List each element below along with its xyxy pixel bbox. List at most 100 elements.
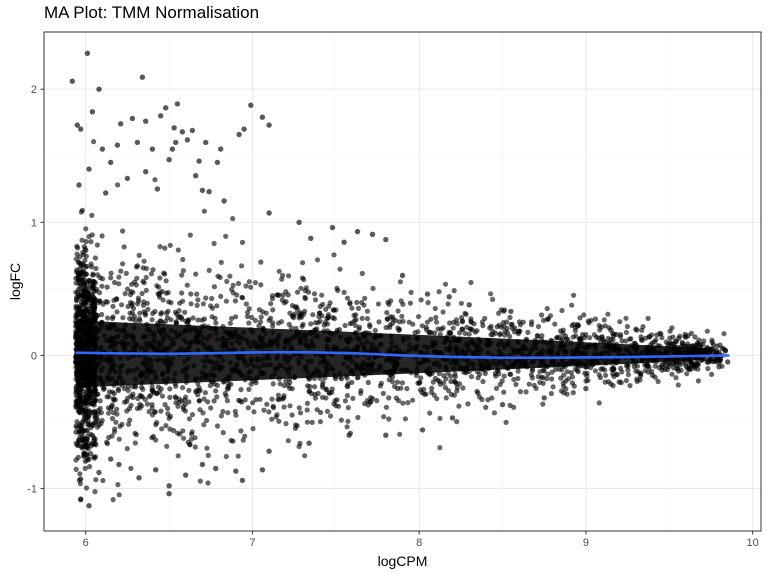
data-point bbox=[136, 298, 142, 304]
data-point bbox=[139, 394, 145, 400]
data-point bbox=[517, 328, 523, 334]
data-point bbox=[623, 315, 629, 321]
data-point bbox=[596, 400, 602, 406]
data-point bbox=[103, 190, 109, 196]
data-point bbox=[179, 129, 186, 135]
data-point bbox=[214, 159, 221, 166]
axes: 6 7 8 9 10 -1 0 1 2 bbox=[27, 84, 759, 549]
data-point bbox=[197, 478, 203, 484]
data-point bbox=[540, 367, 547, 373]
data-point bbox=[80, 398, 86, 404]
data-point bbox=[78, 496, 84, 502]
data-point bbox=[85, 421, 91, 428]
data-point bbox=[502, 332, 508, 338]
data-point bbox=[148, 392, 154, 398]
data-point bbox=[270, 381, 276, 387]
data-point bbox=[228, 437, 234, 444]
data-point bbox=[402, 416, 408, 422]
data-point bbox=[133, 318, 139, 324]
data-point bbox=[344, 424, 350, 430]
data-point bbox=[197, 407, 203, 413]
data-point bbox=[82, 246, 88, 252]
data-point bbox=[419, 323, 425, 329]
x-tick-label: 9 bbox=[583, 537, 589, 549]
data-point bbox=[270, 405, 277, 411]
data-point bbox=[136, 252, 142, 258]
data-point bbox=[364, 308, 370, 314]
data-point bbox=[418, 375, 424, 381]
data-point bbox=[330, 315, 336, 321]
data-point bbox=[617, 319, 623, 325]
data-point bbox=[175, 314, 181, 321]
data-point bbox=[304, 419, 310, 425]
data-point bbox=[544, 306, 550, 312]
data-point bbox=[127, 316, 133, 322]
data-point bbox=[549, 376, 555, 382]
data-point bbox=[153, 437, 159, 443]
data-point bbox=[609, 366, 615, 372]
data-point bbox=[186, 416, 192, 422]
data-point bbox=[74, 304, 80, 310]
data-point bbox=[201, 316, 208, 322]
data-point bbox=[82, 257, 88, 263]
data-point bbox=[398, 298, 404, 304]
data-point bbox=[134, 405, 140, 412]
data-point bbox=[222, 390, 228, 397]
data-point bbox=[109, 402, 115, 408]
data-point bbox=[324, 321, 331, 327]
data-point bbox=[179, 290, 185, 296]
y-tick-label: -1 bbox=[27, 483, 37, 495]
data-point bbox=[369, 231, 376, 237]
data-point bbox=[535, 374, 541, 380]
data-point bbox=[423, 324, 429, 330]
data-point bbox=[172, 394, 178, 400]
data-point bbox=[188, 301, 194, 307]
data-point bbox=[585, 377, 591, 383]
data-point bbox=[314, 326, 320, 332]
data-point bbox=[592, 316, 599, 322]
data-point bbox=[345, 418, 351, 424]
data-point bbox=[417, 387, 424, 393]
data-point bbox=[534, 333, 541, 339]
data-point bbox=[118, 121, 124, 127]
data-point bbox=[196, 398, 202, 404]
data-point bbox=[425, 300, 431, 306]
data-point bbox=[218, 259, 224, 265]
data-point bbox=[447, 320, 453, 326]
data-point bbox=[83, 253, 89, 259]
data-point bbox=[154, 186, 161, 192]
data-point bbox=[695, 378, 702, 384]
data-point bbox=[283, 378, 289, 384]
data-point bbox=[456, 403, 462, 409]
data-point bbox=[101, 385, 107, 391]
data-point bbox=[116, 436, 122, 442]
data-point bbox=[82, 465, 88, 471]
data-point bbox=[633, 326, 639, 332]
data-point bbox=[112, 397, 118, 403]
data-point bbox=[330, 307, 336, 313]
data-point bbox=[148, 271, 154, 277]
data-point bbox=[598, 366, 604, 372]
data-point bbox=[96, 290, 103, 296]
data-point bbox=[302, 296, 308, 302]
data-point bbox=[84, 428, 90, 434]
data-point bbox=[79, 426, 85, 432]
data-point bbox=[128, 465, 134, 471]
data-point bbox=[226, 385, 232, 391]
data-point bbox=[83, 226, 89, 232]
data-point bbox=[96, 300, 102, 306]
data-point bbox=[227, 273, 233, 279]
data-point bbox=[143, 265, 149, 272]
data-point bbox=[110, 303, 116, 309]
data-point bbox=[709, 371, 715, 377]
data-point bbox=[511, 329, 518, 335]
data-point bbox=[139, 403, 145, 409]
data-point bbox=[89, 109, 96, 115]
data-point bbox=[485, 397, 491, 403]
x-axis-title: logCPM bbox=[378, 553, 428, 569]
data-point bbox=[341, 239, 347, 245]
data-point bbox=[716, 364, 722, 370]
data-point bbox=[580, 332, 586, 338]
data-point bbox=[97, 398, 103, 404]
data-point bbox=[596, 372, 602, 378]
